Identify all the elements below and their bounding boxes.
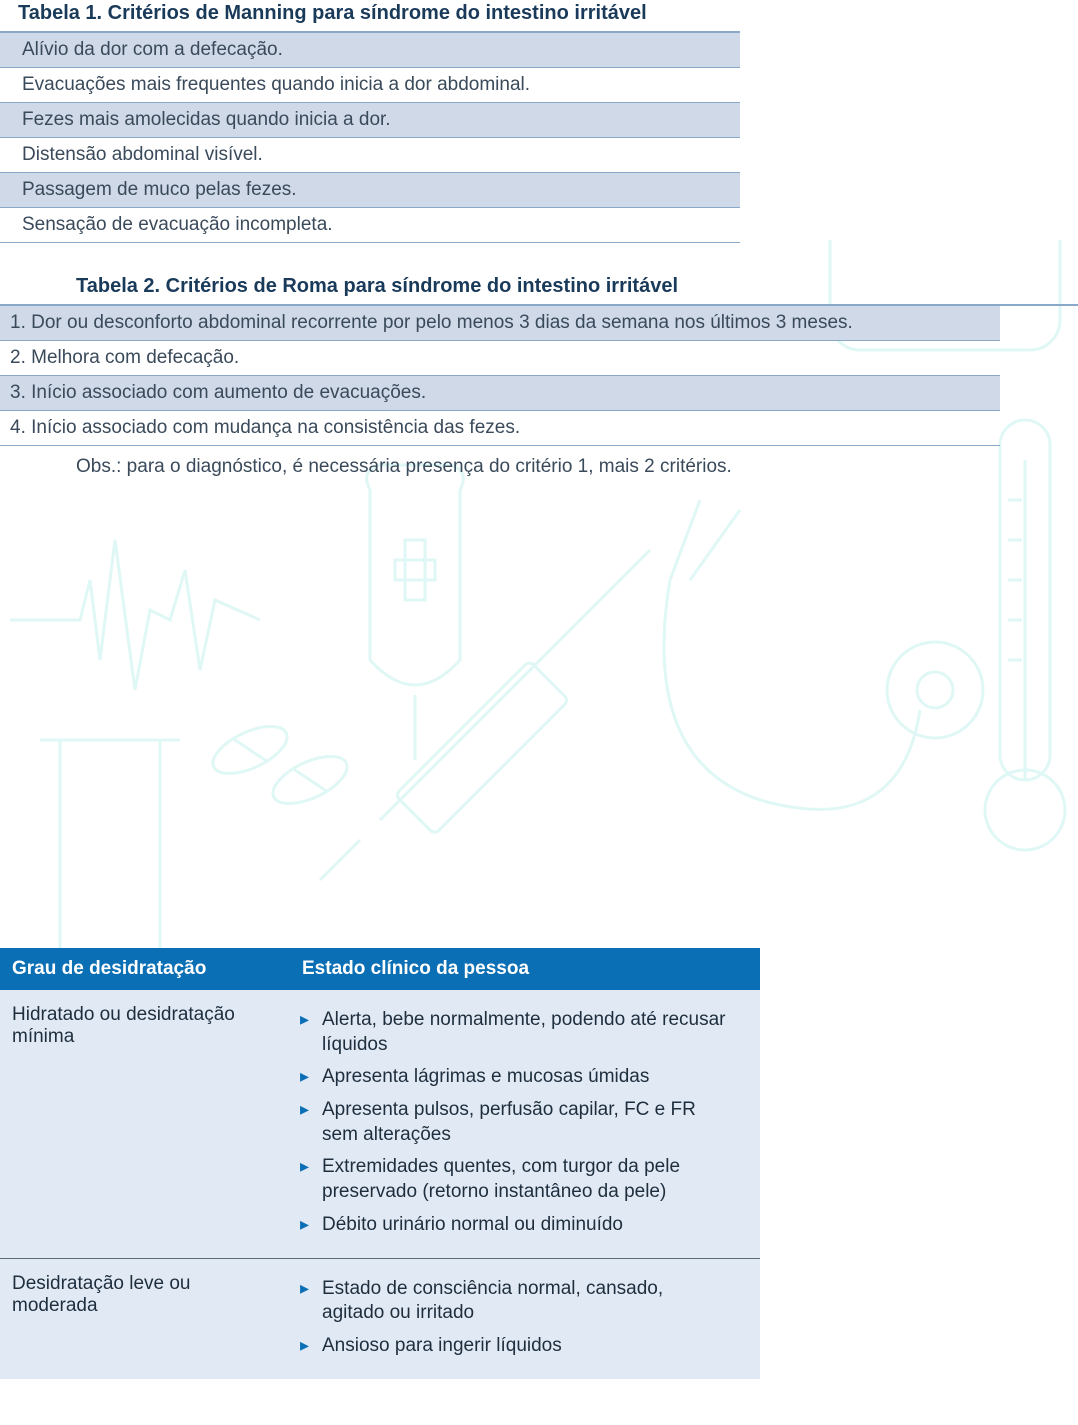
list-item: Apresenta lágrimas e mucosas úmidas bbox=[296, 1061, 730, 1094]
table-row: 1. Dor ou desconforto abdominal recorren… bbox=[0, 306, 1000, 341]
cell-estado: Alerta, bebe normalmente, podendo até re… bbox=[290, 1004, 760, 1242]
table-row: Desidratação leve ou moderada Estado de … bbox=[0, 1259, 760, 1379]
table-row: 4. Início associado com mudança na consi… bbox=[0, 411, 1000, 446]
list-item: Estado de consciência normal, cansado, a… bbox=[296, 1273, 730, 1330]
table-row: Fezes mais amolecidas quando inicia a do… bbox=[0, 103, 740, 138]
tabela2-note: Obs.: para o diagnóstico, é necessária p… bbox=[0, 446, 1078, 478]
tabela3-col-grau: Grau de desidratação bbox=[0, 948, 290, 990]
list-item: Débito urinário normal ou diminuído bbox=[296, 1209, 730, 1242]
list-item: Apresenta pulsos, perfusão capilar, FC e… bbox=[296, 1094, 730, 1151]
table-row: Passagem de muco pelas fezes. bbox=[0, 173, 740, 208]
table-row: Hidratado ou desidratação mínima Alerta,… bbox=[0, 990, 760, 1259]
tabela1: Tabela 1. Critérios de Manning para sínd… bbox=[0, 0, 740, 243]
list-item: Extremidades quentes, com turgor da pele… bbox=[296, 1151, 730, 1208]
tabela3-col-estado: Estado clínico da pessoa bbox=[290, 948, 760, 990]
table-row: Alívio da dor com a defecação. bbox=[0, 33, 740, 68]
tabela3-header: Grau de desidratação Estado clínico da p… bbox=[0, 948, 760, 990]
tabela3: Grau de desidratação Estado clínico da p… bbox=[0, 948, 760, 1379]
table-row: Distensão abdominal visível. bbox=[0, 138, 740, 173]
table-row: 3. Início associado com aumento de evacu… bbox=[0, 376, 1000, 411]
table-row: Evacuações mais frequentes quando inicia… bbox=[0, 68, 740, 103]
table-row: 2. Melhora com defecação. bbox=[0, 341, 1000, 376]
table-row: Sensação de evacuação incompleta. bbox=[0, 208, 740, 243]
cell-grau: Hidratado ou desidratação mínima bbox=[0, 1004, 290, 1242]
cell-grau: Desidratação leve ou moderada bbox=[0, 1273, 290, 1363]
illustration-gap bbox=[0, 478, 1078, 948]
tabela1-title: Tabela 1. Critérios de Manning para sínd… bbox=[0, 0, 740, 33]
cell-estado: Estado de consciência normal, cansado, a… bbox=[290, 1273, 760, 1363]
list-item: Ansioso para ingerir líquidos bbox=[296, 1330, 730, 1363]
tabela2-title: Tabela 2. Critérios de Roma para síndrom… bbox=[0, 273, 1078, 306]
list-item: Alerta, bebe normalmente, podendo até re… bbox=[296, 1004, 730, 1061]
tabela2: Tabela 2. Critérios de Roma para síndrom… bbox=[0, 273, 1078, 478]
